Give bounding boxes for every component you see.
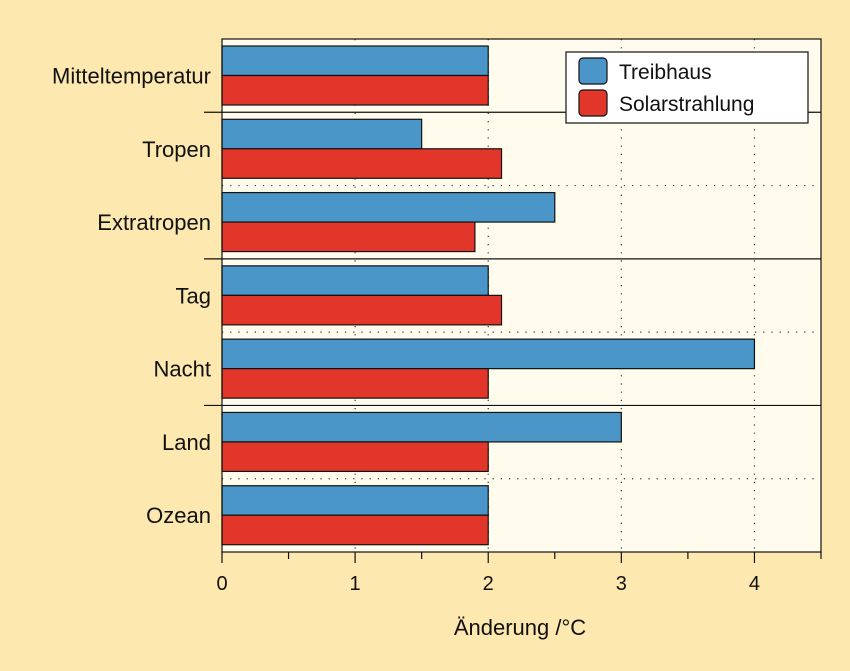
x-ticks: 0 1 2 3 4 [216, 552, 822, 595]
bar-tag-solarstrahlung [221, 294, 503, 326]
tick-label-0: 0 [216, 573, 227, 595]
category-label-tropen: Tropen [142, 137, 211, 162]
category-label-extratropen: Extratropen [97, 210, 211, 235]
legend-label-treibhaus: Treibhaus [619, 61, 712, 84]
bar-ozean-solarstrahlung [221, 514, 489, 546]
category-label-mitteltemperatur: Mitteltemperatur [52, 64, 211, 89]
bar-tropen-treibhaus [221, 118, 423, 150]
bar-land-treibhaus [221, 411, 622, 443]
tick-label-3: 3 [616, 573, 627, 595]
bar-extratropen-solarstrahlung [221, 221, 476, 253]
category-label-land: Land [162, 430, 211, 455]
tick-label-2: 2 [483, 573, 494, 595]
legend-label-solarstrahlung: Solarstrahlung [619, 93, 754, 116]
tick-label-1: 1 [350, 573, 361, 595]
category-label-ozean: Ozean [146, 503, 211, 528]
plot-frame [221, 38, 822, 553]
bar-tropen-solarstrahlung [221, 148, 503, 179]
bar-mitteltemperatur-solarstrahlung [221, 74, 489, 106]
bar-nacht-solarstrahlung [221, 368, 489, 399]
bars [221, 45, 756, 546]
category-labels: Mitteltemperatur Tropen Extratropen Tag Nach… [52, 64, 211, 529]
tick-label-4: 4 [749, 573, 760, 595]
legend-swatch-treibhaus [578, 57, 608, 85]
category-label-nacht: Nacht [154, 357, 211, 382]
x-axis-label: Änderung /°C [454, 615, 586, 640]
category-label-tag: Tag [176, 283, 211, 308]
legend-swatch-solarstrahlung [578, 89, 608, 117]
bar-tag-treibhaus [221, 265, 489, 296]
legend: Treibhaus Solarstrahlung [565, 51, 809, 124]
bar-mitteltemperatur-treibhaus [221, 45, 489, 77]
bar-ozean-treibhaus [221, 485, 489, 516]
bar-extratropen-treibhaus [221, 191, 556, 223]
bar-land-solarstrahlung [221, 441, 489, 473]
bar-nacht-treibhaus [221, 338, 756, 370]
